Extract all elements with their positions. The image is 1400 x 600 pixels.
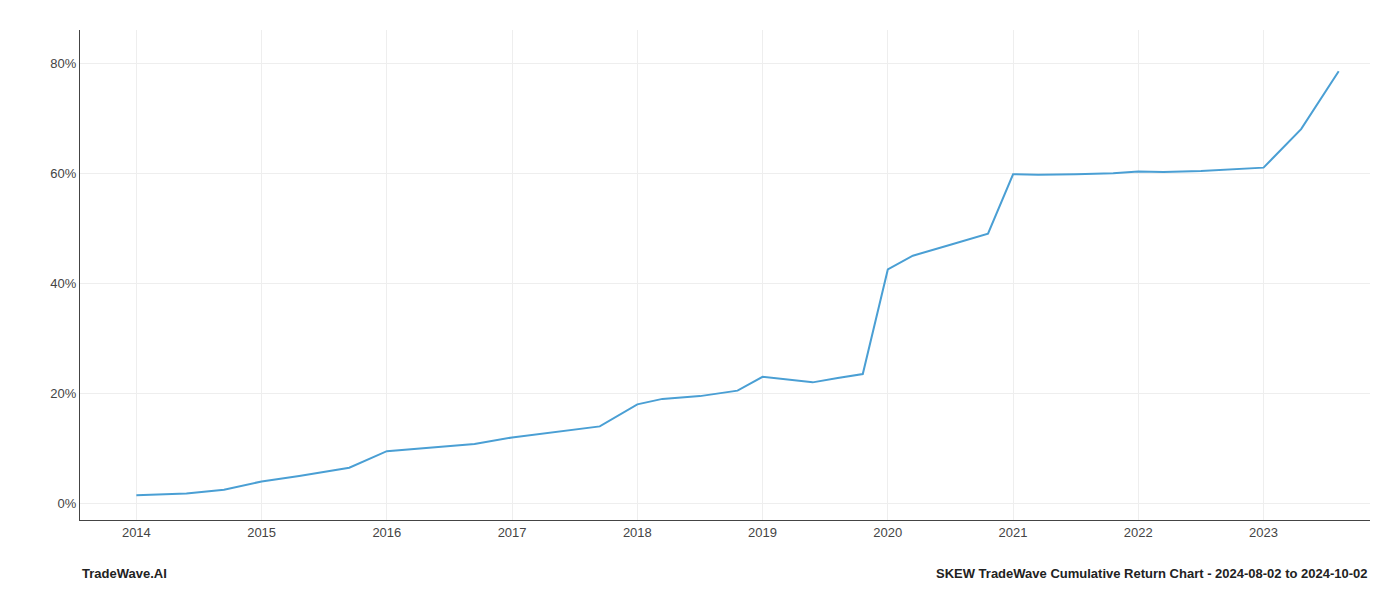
svg-text:80%: 80% <box>50 56 76 71</box>
svg-text:2022: 2022 <box>1124 525 1153 540</box>
svg-text:60%: 60% <box>50 166 76 181</box>
svg-text:TradeWave.AI: TradeWave.AI <box>82 566 167 581</box>
svg-text:2017: 2017 <box>498 525 527 540</box>
svg-text:40%: 40% <box>50 276 76 291</box>
svg-text:2014: 2014 <box>122 525 151 540</box>
svg-text:2023: 2023 <box>1249 525 1278 540</box>
svg-text:20%: 20% <box>50 386 76 401</box>
svg-text:2019: 2019 <box>748 525 777 540</box>
svg-text:0%: 0% <box>58 496 77 511</box>
svg-text:SKEW TradeWave Cumulative Retu: SKEW TradeWave Cumulative Return Chart -… <box>936 566 1368 581</box>
svg-text:2015: 2015 <box>247 525 276 540</box>
svg-text:2016: 2016 <box>372 525 401 540</box>
svg-text:2020: 2020 <box>873 525 902 540</box>
svg-text:2018: 2018 <box>623 525 652 540</box>
svg-text:2021: 2021 <box>999 525 1028 540</box>
